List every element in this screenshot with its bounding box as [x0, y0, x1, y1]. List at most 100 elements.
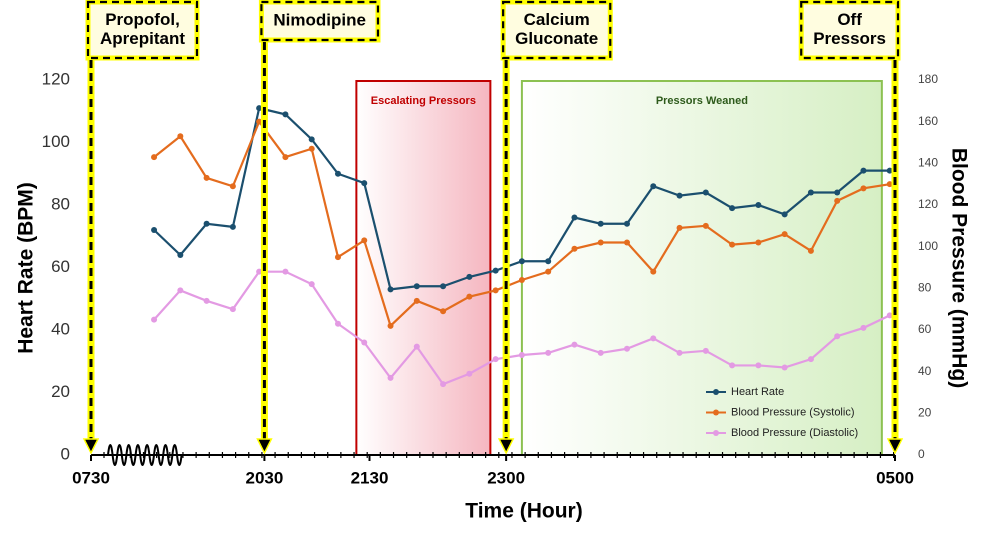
data-point	[860, 185, 867, 192]
y-tick-label: 40	[51, 319, 70, 338]
data-point	[571, 341, 578, 348]
event-arrowhead	[256, 438, 273, 455]
data-point	[466, 370, 473, 377]
data-point	[334, 254, 341, 261]
region	[520, 80, 883, 456]
axis-break	[107, 444, 183, 466]
data-point	[387, 374, 394, 381]
data-point	[755, 362, 762, 369]
data-point	[440, 308, 447, 315]
data-point	[387, 322, 394, 329]
data-point	[256, 268, 263, 275]
y2-tick-label: 120	[918, 197, 938, 211]
data-point	[807, 247, 814, 254]
data-point	[229, 183, 236, 190]
y2-tick-label: 20	[918, 406, 932, 420]
y2-axis-title: Blood Pressure (mmHg)	[947, 148, 970, 388]
legend-marker	[713, 430, 719, 436]
y2-tick-label: 80	[918, 281, 932, 295]
event-label: Propofol,	[105, 10, 180, 29]
data-point	[492, 267, 499, 274]
legend-label: Blood Pressure (Diastolic)	[731, 427, 858, 439]
data-point	[676, 349, 683, 356]
x-tick-label: 2300	[487, 468, 525, 487]
x-tick-label: 2030	[245, 468, 283, 487]
x-tick-label: 0730	[72, 468, 110, 487]
data-point	[518, 258, 525, 265]
data-point	[492, 287, 499, 294]
event-label: Calcium	[524, 10, 590, 29]
data-point	[229, 223, 236, 230]
data-point	[834, 333, 841, 340]
y2-tick-label: 60	[918, 322, 932, 336]
event-box-dash	[502, 0, 612, 60]
y2-tick-label: 180	[918, 72, 938, 86]
event-label: Off	[837, 10, 862, 29]
data-point	[203, 174, 210, 181]
y2-tick-label: 100	[918, 239, 938, 253]
event-label: Nimodipine	[273, 10, 366, 29]
data-point	[860, 167, 867, 174]
data-point	[755, 239, 762, 246]
data-point	[387, 286, 394, 293]
legend-label: Heart Rate	[731, 386, 784, 398]
region-label: Escalating Pressors	[371, 95, 476, 107]
region	[355, 80, 492, 456]
y-tick-label: 120	[42, 69, 70, 88]
event-box-dash	[800, 0, 900, 60]
y2-tick-label: 160	[918, 114, 938, 128]
data-point	[256, 118, 263, 125]
data-point	[177, 133, 184, 140]
data-point	[624, 220, 630, 227]
x-tick-label: 0500	[876, 468, 914, 487]
data-point	[755, 202, 762, 208]
data-point	[361, 180, 368, 187]
data-point	[203, 297, 210, 304]
data-point	[781, 211, 788, 218]
data-point	[440, 283, 447, 290]
data-point	[729, 362, 736, 369]
data-point	[807, 189, 814, 196]
data-point	[177, 252, 184, 258]
data-point	[518, 352, 525, 358]
legend-marker	[713, 389, 719, 395]
data-point	[203, 220, 210, 227]
data-point	[650, 335, 657, 342]
data-point	[624, 345, 630, 352]
event-box-dash	[86, 0, 199, 60]
data-point	[624, 239, 630, 246]
data-point	[413, 283, 420, 290]
data-point	[440, 381, 447, 388]
data-point	[466, 273, 473, 280]
region-label: Pressors Weaned	[656, 95, 748, 107]
data-point	[702, 347, 709, 354]
y-tick-label: 80	[51, 194, 70, 213]
data-point	[571, 245, 578, 252]
event-arrowhead	[82, 438, 100, 455]
data-point	[282, 268, 289, 275]
y-axis-title: Heart Rate (BPM)	[15, 182, 38, 354]
data-point	[702, 189, 709, 196]
data-point	[729, 241, 736, 248]
data-point	[361, 237, 368, 244]
event-label: Gluconate	[515, 29, 598, 48]
y-tick-label: 60	[51, 257, 70, 276]
data-point	[177, 287, 184, 294]
data-point	[256, 105, 263, 112]
data-point	[650, 183, 657, 190]
data-point	[597, 349, 604, 356]
data-point	[676, 192, 683, 199]
data-point	[282, 154, 289, 161]
data-point	[834, 197, 841, 204]
data-point	[334, 320, 341, 327]
data-point	[702, 222, 709, 229]
x-axis-title: Time (Hour)	[465, 500, 582, 523]
legend-marker	[713, 409, 719, 416]
data-point	[151, 154, 158, 161]
event-label: Aprepitant	[100, 29, 185, 48]
data-point	[308, 281, 315, 288]
data-point	[308, 136, 315, 143]
event-label: Pressors	[813, 29, 886, 48]
